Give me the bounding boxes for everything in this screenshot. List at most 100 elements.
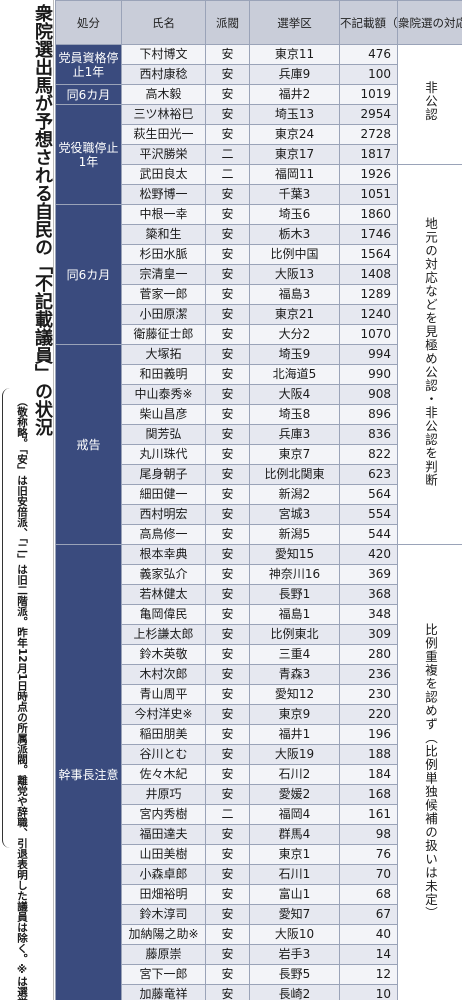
table-row: 柴山昌彦安埼玉8 896	[56, 404, 462, 425]
faction-cell: 安	[205, 104, 250, 125]
faction-cell: 安	[205, 404, 250, 425]
amount-cell: 990	[339, 364, 398, 385]
faction-cell: 安	[205, 724, 250, 745]
table-body: 党員資格停止1年 下村博文安東京11 476 非公認 西村康稔安兵庫9 100 同6カ月 高木…	[55, 44, 462, 1000]
faction-cell: 安	[205, 644, 250, 665]
faction-cell: 安	[205, 764, 250, 785]
district-cell: 宮城3	[249, 504, 340, 525]
name-cell: 山田美樹	[121, 844, 206, 865]
faction-cell: 安	[205, 584, 250, 605]
faction-cell: 安	[205, 284, 250, 305]
faction-cell: 安	[205, 344, 250, 365]
district-cell: 石川2	[249, 764, 340, 785]
amount-cell: 14	[339, 944, 398, 965]
district-cell: 北海道5	[249, 364, 340, 385]
table-row: 平沢勝栄二東京17 1817	[56, 144, 462, 165]
district-cell: 東京11	[249, 44, 340, 65]
district-cell: 福島1	[249, 604, 340, 625]
table-row: 丸川珠代安東京7 822	[56, 444, 462, 465]
name-cell: 青山周平	[121, 684, 206, 705]
district-cell: 栃木3	[249, 224, 340, 245]
header-name: 氏名	[121, 0, 206, 45]
district-cell: 石川1	[249, 864, 340, 885]
amount-cell: 40	[339, 924, 398, 945]
amount-cell: 1051	[339, 184, 398, 205]
name-cell: 平沢勝栄	[121, 144, 206, 165]
amount-cell: 68	[339, 884, 398, 905]
name-cell: 藤原崇	[121, 944, 206, 965]
table-row: 鈴木淳司安愛知7 67	[56, 904, 462, 925]
faction-cell: 二	[205, 164, 250, 185]
faction-cell: 安	[205, 784, 250, 805]
name-cell: 加藤竜祥	[121, 984, 206, 1000]
name-cell: 佐々木紀	[121, 764, 206, 785]
faction-cell: 安	[205, 444, 250, 465]
note-bracket	[2, 388, 30, 848]
table-row: 加納陽之助※ 安大阪10 40	[56, 924, 462, 945]
title-column: 衆院選出馬が予想される自民の「不記載議員」の状況 （敬称略。「安」は旧安倍派、「…	[0, 0, 54, 1000]
district-cell: 埼玉13	[249, 104, 340, 125]
header-faction: 派閥	[205, 0, 250, 45]
faction-cell: 安	[205, 604, 250, 625]
district-cell: 愛知12	[249, 684, 340, 705]
name-cell: 田畑裕明	[121, 884, 206, 905]
table-row: 亀岡偉民安福島1 348	[56, 604, 462, 625]
table-row: 井原巧安愛媛2 168	[56, 784, 462, 805]
amount-cell: 369	[339, 564, 398, 585]
amount-cell: 309	[339, 624, 398, 645]
amount-cell: 623	[339, 464, 398, 485]
name-cell: 谷川とむ	[121, 744, 206, 765]
table-row: 谷川とむ安大阪19 188	[56, 744, 462, 765]
faction-cell: 安	[205, 924, 250, 945]
amount-cell: 1926	[339, 164, 398, 185]
amount-cell: 420	[339, 544, 398, 565]
table-row: 上杉謙太郎安比例東北 309	[56, 624, 462, 645]
response-text: 比例重複を認めず（比例単独候補の扱いは未定）	[423, 623, 438, 920]
name-cell: 亀岡偉民	[121, 604, 206, 625]
name-cell: 和田義明	[121, 364, 206, 385]
name-cell: 根本幸典	[121, 544, 206, 565]
table-row: 加藤竜祥安長崎2 10	[56, 984, 462, 1000]
name-cell: 鈴木淳司	[121, 904, 206, 925]
name-cell: 今村洋史※	[121, 704, 206, 725]
district-cell: 福島3	[249, 284, 340, 305]
category-cell: 党員資格停止1年	[55, 44, 122, 85]
amount-cell: 908	[339, 384, 398, 405]
district-cell: 福岡11	[249, 164, 340, 185]
table-row: 幹事長注意 根本幸典安愛知15 420 比例重複を認めず（比例単独候補の扱いは未定）	[55, 544, 462, 1000]
district-cell: 福井2	[249, 84, 340, 105]
amount-cell: 70	[339, 864, 398, 885]
name-cell: 高木毅	[121, 84, 206, 105]
amount-cell: 12	[339, 964, 398, 985]
faction-cell: 安	[205, 324, 250, 345]
name-cell: 井原巧	[121, 784, 206, 805]
amount-cell: 2728	[339, 124, 398, 145]
faction-cell: 安	[205, 424, 250, 445]
name-cell: 西村康稔	[121, 64, 206, 85]
district-cell: 大阪19	[249, 744, 340, 765]
name-cell: 宮下一郎	[121, 964, 206, 985]
amount-cell: 168	[339, 784, 398, 805]
district-cell: 大阪13	[249, 264, 340, 285]
district-cell: 愛媛2	[249, 784, 340, 805]
table-row: 党員資格停止1年 下村博文安東京11 476 非公認	[55, 44, 462, 165]
table-row: 福田達夫安群馬4 98	[56, 824, 462, 845]
table-row: 同6カ月 高木毅安福井2 1019	[55, 84, 462, 105]
response-cell: 地元の対応などを見極め公認・非公認を判断	[397, 164, 462, 545]
amount-cell: 67	[339, 904, 398, 925]
table-row: 藤原崇安岩手3 14	[56, 944, 462, 965]
district-cell: 新潟2	[249, 484, 340, 505]
table-row: 戒告 大塚拓安埼玉9 994	[55, 344, 462, 545]
amount-cell: 196	[339, 724, 398, 745]
table-row: 杉田水脈安比例中国 1564	[56, 244, 462, 265]
table-row: 尾身朝子安比例北関東 623	[56, 464, 462, 485]
district-cell: 新潟5	[249, 524, 340, 545]
district-cell: 東京7	[249, 444, 340, 465]
faction-cell: 安	[205, 204, 250, 225]
name-cell: 西村明宏	[121, 504, 206, 525]
name-cell: 大塚拓	[121, 344, 206, 365]
district-cell: 千葉3	[249, 184, 340, 205]
faction-cell: 安	[205, 244, 250, 265]
amount-cell: 544	[339, 524, 398, 545]
faction-cell: 安	[205, 564, 250, 585]
